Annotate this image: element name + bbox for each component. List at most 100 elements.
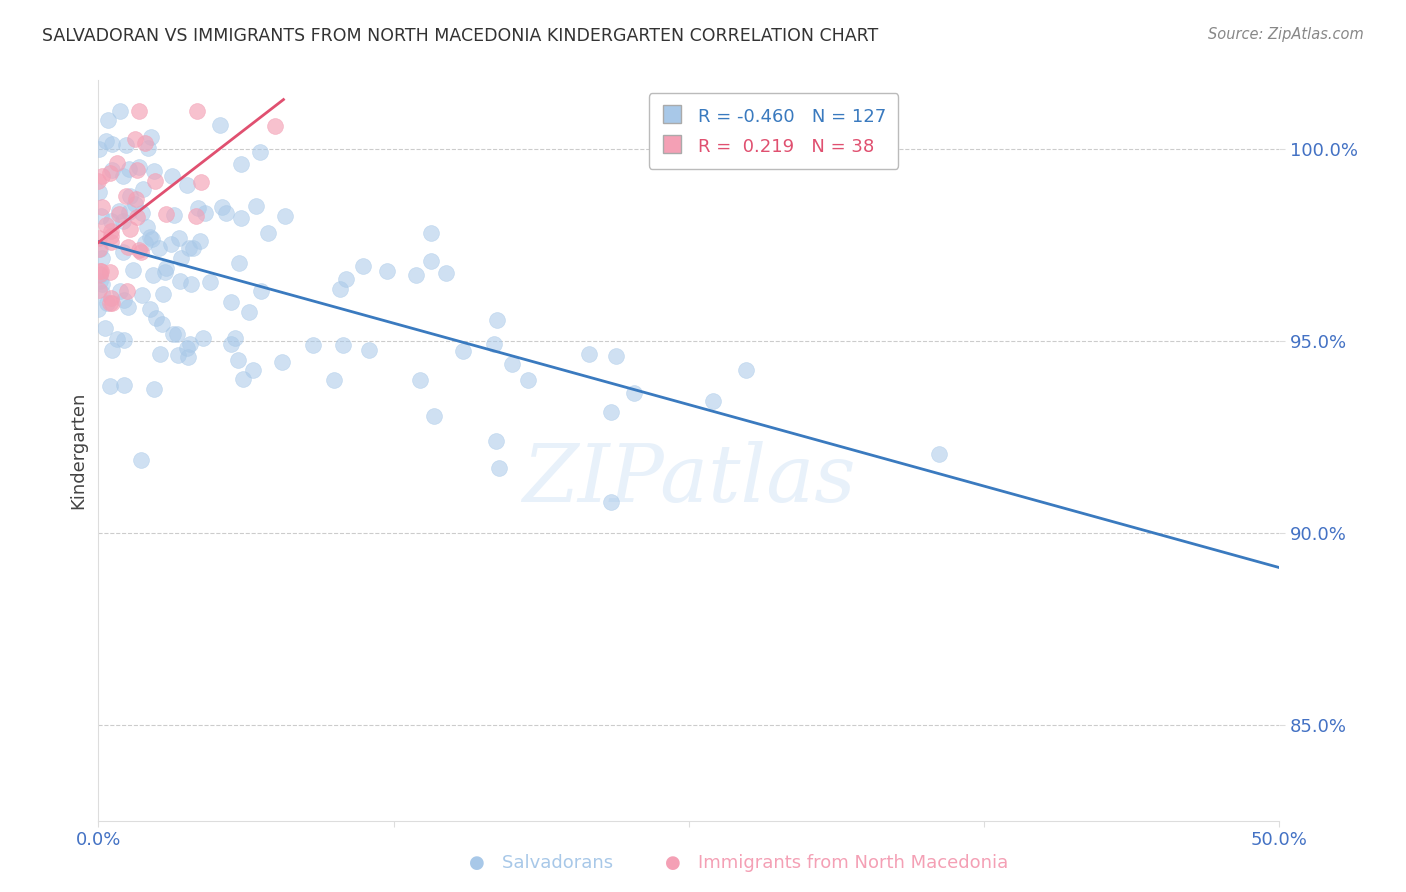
Point — [118, 205, 141, 219]
Point — [87, 231, 110, 245]
Point — [177, 241, 200, 255]
Y-axis label: Kindergarten: Kindergarten — [69, 392, 87, 509]
Point — [101, 295, 124, 310]
Point — [149, 347, 172, 361]
Point — [90, 264, 112, 278]
Point — [87, 186, 110, 200]
Point — [198, 275, 221, 289]
Text: ●   Immigrants from North Macedonia: ● Immigrants from North Macedonia — [665, 855, 1008, 872]
Point — [329, 282, 352, 296]
Point — [167, 348, 190, 362]
Point — [166, 326, 188, 341]
Point — [193, 331, 215, 345]
Point — [114, 293, 136, 308]
Point — [219, 337, 242, 351]
Point — [134, 236, 156, 251]
Point — [623, 385, 645, 400]
Point — [128, 103, 150, 118]
Point — [482, 336, 505, 351]
Point — [100, 235, 122, 249]
Point — [332, 338, 354, 352]
Point — [128, 160, 150, 174]
Point — [377, 263, 399, 277]
Point — [89, 268, 111, 282]
Point — [90, 209, 112, 223]
Point — [183, 241, 205, 255]
Point — [928, 447, 950, 461]
Text: ●   Salvadorans: ● Salvadorans — [470, 855, 613, 872]
Point — [118, 161, 141, 176]
Point — [112, 334, 135, 348]
Point — [124, 132, 146, 146]
Point — [187, 201, 209, 215]
Point — [160, 237, 183, 252]
Point — [142, 382, 165, 396]
Point — [148, 241, 170, 255]
Point — [152, 287, 174, 301]
Point — [176, 178, 198, 192]
Point — [167, 231, 190, 245]
Point — [108, 284, 131, 298]
Point — [599, 405, 621, 419]
Point — [111, 244, 134, 259]
Point — [134, 136, 156, 150]
Point — [263, 119, 285, 133]
Point — [249, 284, 271, 298]
Point — [229, 211, 252, 226]
Point — [100, 228, 122, 243]
Point — [488, 461, 510, 475]
Point — [91, 201, 114, 215]
Point — [91, 251, 114, 265]
Point — [600, 495, 623, 509]
Point — [100, 214, 122, 228]
Point — [190, 175, 212, 189]
Point — [90, 277, 112, 291]
Point — [162, 169, 184, 183]
Point — [114, 189, 136, 203]
Point — [117, 301, 139, 315]
Point — [87, 283, 110, 297]
Point — [578, 347, 600, 361]
Text: SALVADORAN VS IMMIGRANTS FROM NORTH MACEDONIA KINDERGARTEN CORRELATION CHART: SALVADORAN VS IMMIGRANTS FROM NORTH MACE… — [42, 27, 879, 45]
Text: ZIPatlas: ZIPatlas — [522, 442, 856, 519]
Point — [97, 113, 120, 128]
Point — [94, 219, 117, 233]
Text: Source: ZipAtlas.com: Source: ZipAtlas.com — [1208, 27, 1364, 42]
Point — [129, 245, 152, 260]
Point — [101, 343, 124, 357]
Point — [242, 363, 264, 377]
Point — [117, 240, 139, 254]
Point — [145, 310, 167, 325]
Point — [135, 220, 157, 235]
Point — [215, 206, 238, 220]
Point — [434, 266, 457, 280]
Point — [100, 291, 122, 305]
Point — [409, 373, 432, 387]
Point — [274, 209, 297, 223]
Point — [228, 256, 250, 270]
Point — [131, 287, 153, 301]
Point — [245, 199, 267, 213]
Point — [98, 379, 121, 393]
Point — [94, 321, 117, 335]
Point — [122, 263, 145, 277]
Point — [100, 223, 122, 237]
Point — [131, 206, 153, 220]
Point — [91, 169, 114, 183]
Point — [169, 274, 191, 288]
Point — [194, 205, 217, 219]
Point — [209, 118, 232, 132]
Point — [153, 265, 176, 279]
Point — [270, 355, 292, 369]
Legend: R = -0.460   N = 127, R =  0.219   N = 38: R = -0.460 N = 127, R = 0.219 N = 38 — [648, 93, 898, 169]
Point — [485, 434, 508, 449]
Point — [101, 163, 124, 178]
Point — [211, 200, 233, 214]
Point — [124, 192, 146, 206]
Point — [114, 138, 136, 153]
Point — [177, 350, 200, 364]
Point — [107, 204, 129, 219]
Point — [702, 393, 724, 408]
Point — [232, 372, 254, 386]
Point — [87, 242, 110, 256]
